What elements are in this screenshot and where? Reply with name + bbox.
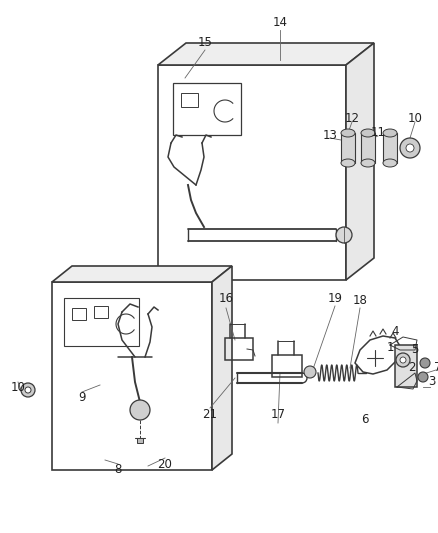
Text: 2: 2 <box>407 361 415 375</box>
Circle shape <box>417 372 427 382</box>
Ellipse shape <box>382 129 396 137</box>
Text: 17: 17 <box>270 408 285 422</box>
Text: 1: 1 <box>385 342 393 354</box>
Ellipse shape <box>340 129 354 137</box>
Bar <box>225 338 252 360</box>
Text: 19: 19 <box>327 292 342 304</box>
Polygon shape <box>158 65 345 280</box>
Polygon shape <box>52 266 231 282</box>
Text: 11: 11 <box>370 125 385 139</box>
Bar <box>340 133 354 163</box>
Text: 3: 3 <box>427 376 434 389</box>
Polygon shape <box>354 336 399 374</box>
Bar <box>64 298 139 346</box>
Bar <box>382 133 396 163</box>
Circle shape <box>303 366 315 378</box>
Text: 6: 6 <box>360 414 368 426</box>
Text: 16: 16 <box>218 292 233 304</box>
Bar <box>394 345 416 387</box>
Circle shape <box>395 353 409 367</box>
Text: 10: 10 <box>406 111 421 125</box>
Text: 4: 4 <box>390 326 398 338</box>
Text: 10: 10 <box>11 382 25 394</box>
Polygon shape <box>212 266 231 470</box>
Bar <box>173 83 240 135</box>
Circle shape <box>21 383 35 397</box>
Circle shape <box>419 358 429 368</box>
Text: 18: 18 <box>352 294 367 306</box>
Text: 8: 8 <box>114 464 121 477</box>
Text: 20: 20 <box>157 458 172 472</box>
Bar <box>180 93 198 107</box>
Text: 15: 15 <box>197 36 212 49</box>
Polygon shape <box>52 282 212 470</box>
Bar <box>94 306 108 318</box>
Circle shape <box>399 357 405 363</box>
Circle shape <box>130 400 150 420</box>
Text: 13: 13 <box>322 128 337 141</box>
Bar <box>360 133 374 163</box>
Text: 14: 14 <box>272 15 287 28</box>
Circle shape <box>405 144 413 152</box>
Polygon shape <box>158 43 373 65</box>
Ellipse shape <box>360 159 374 167</box>
Text: 9: 9 <box>78 392 85 405</box>
Circle shape <box>25 387 31 393</box>
Text: 12: 12 <box>344 111 359 125</box>
Bar <box>72 308 86 320</box>
Text: 21: 21 <box>202 408 217 422</box>
Ellipse shape <box>382 159 396 167</box>
Circle shape <box>335 227 351 243</box>
Text: 7: 7 <box>433 361 438 375</box>
Bar <box>272 355 301 377</box>
Text: 5: 5 <box>410 343 418 357</box>
Ellipse shape <box>360 129 374 137</box>
Bar <box>137 438 143 443</box>
Circle shape <box>399 138 419 158</box>
Ellipse shape <box>340 159 354 167</box>
Polygon shape <box>345 43 373 280</box>
